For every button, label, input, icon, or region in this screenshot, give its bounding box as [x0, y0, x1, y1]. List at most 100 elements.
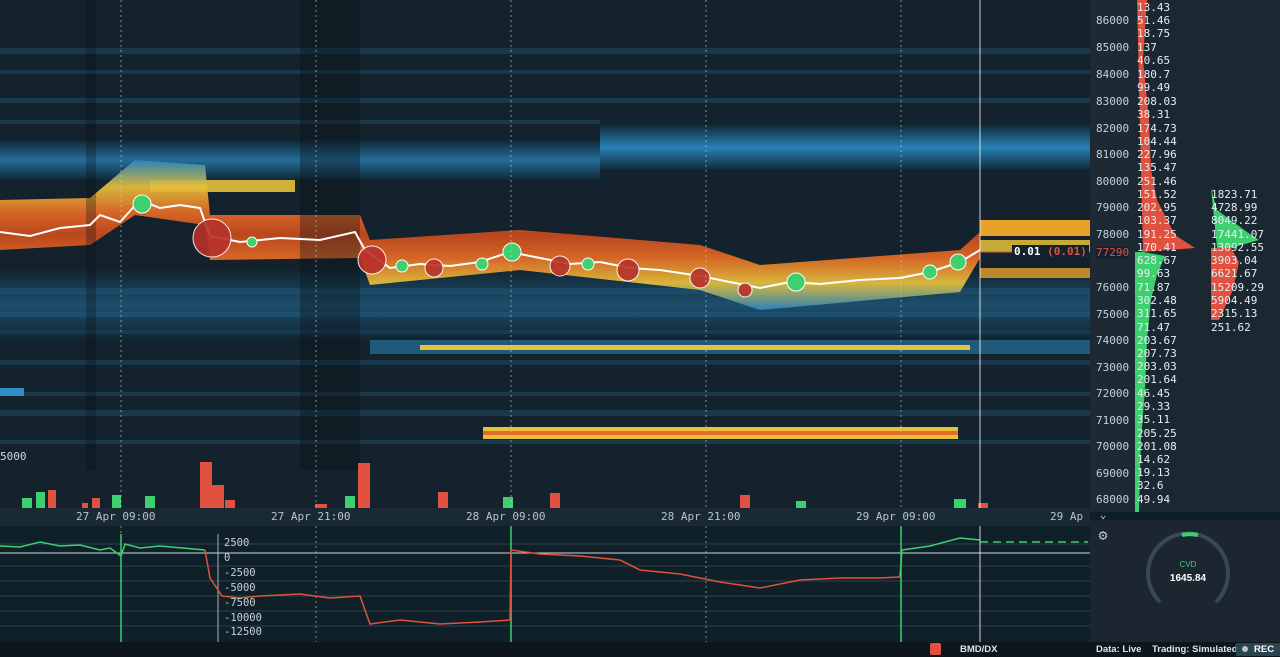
cvd-tick: -5000: [224, 582, 256, 594]
bid-volume: 203.03: [1137, 360, 1177, 373]
depth-volume: 4728.99: [1211, 201, 1258, 214]
ask-volume: 227.96: [1137, 148, 1177, 161]
time-tick: 28 Apr 21:00: [661, 510, 741, 523]
ask-volume: 174.73: [1137, 122, 1177, 135]
chevron-down-icon[interactable]: ⌄: [1099, 508, 1107, 521]
ask-volume: 251.46: [1137, 175, 1177, 188]
rec-label: REC: [1254, 644, 1275, 655]
ask-volume: 104.44: [1137, 135, 1177, 148]
price-tick: 76000: [1096, 281, 1130, 294]
cvd-tick: -7500: [224, 597, 256, 609]
cvd-chart[interactable]: [0, 526, 1090, 642]
depth-volume: 15209.29: [1211, 281, 1264, 294]
ask-volume: 151.52: [1137, 188, 1177, 201]
cvd-gauge-value: 1645.84: [1169, 573, 1207, 584]
price-tick: 72000: [1096, 387, 1130, 400]
bid-volume: 32.6: [1137, 479, 1164, 492]
bid-volume: 71.47: [1137, 321, 1171, 334]
price-marker-value: 0.01: [1014, 245, 1041, 258]
cvd-tick: 2500: [224, 537, 250, 549]
price-tick: 84000: [1096, 68, 1130, 81]
ask-volume: 208.03: [1137, 95, 1177, 108]
time-axis: [0, 508, 1090, 526]
instrument-label[interactable]: BMD/DX: [960, 644, 998, 655]
price-tick: 86000: [1096, 14, 1130, 27]
time-tick: 28 Apr 09:00: [466, 510, 546, 523]
cvd-gauge-label: CVD: [1179, 560, 1197, 569]
price-tick: 85000: [1096, 41, 1130, 54]
liquidity-heatmap[interactable]: [0, 0, 1090, 512]
bid-volume: 71.87: [1137, 281, 1171, 294]
price-tick: 74000: [1096, 334, 1130, 347]
cvd-tick: -2500: [224, 567, 256, 579]
ask-volume: 103.37: [1137, 214, 1177, 227]
price-tick: 70000: [1096, 440, 1130, 453]
price-tick: 73000: [1096, 361, 1130, 374]
alert-icon[interactable]: [930, 643, 941, 655]
ask-volume: 191.25: [1137, 228, 1177, 241]
ask-volume: 180.7: [1137, 68, 1171, 81]
depth-volume: 17441.07: [1211, 228, 1264, 241]
ask-volume: 51.46: [1137, 14, 1171, 27]
status-bar: [0, 642, 1280, 657]
bid-volume: 205.25: [1137, 427, 1177, 440]
time-tick: 29 Ap: [1050, 510, 1084, 523]
ask-volume: 38.31: [1137, 108, 1171, 121]
time-tick: 27 Apr 21:00: [271, 510, 351, 523]
price-tick: 78000: [1096, 228, 1130, 241]
bid-volume: 628.67: [1137, 254, 1177, 267]
current-price-marker: 0.01 (0.01): [1012, 245, 1089, 259]
price-marker-change: (0.01): [1047, 245, 1087, 258]
price-tick: 75000: [1096, 308, 1130, 321]
bid-volume: 35.11: [1137, 413, 1171, 426]
bid-volume: 14.62: [1137, 453, 1171, 466]
price-tick-current: 77290: [1096, 246, 1130, 259]
price-tick: 71000: [1096, 414, 1130, 427]
bid-volume: 203.67: [1137, 334, 1177, 347]
ask-volume: 202.95: [1137, 201, 1177, 214]
bid-volume: 49.94: [1137, 493, 1171, 506]
price-tick: 69000: [1096, 467, 1130, 480]
ask-volume: 99.49: [1137, 81, 1171, 94]
cvd-tick: -10000: [224, 612, 262, 624]
depth-volume: 3903.04: [1211, 254, 1258, 267]
depth-volume: 1823.71: [1211, 188, 1258, 201]
cvd-gauge-panel: [1090, 520, 1280, 642]
depth-volume: 13092.55: [1211, 241, 1264, 254]
volume-profile-bars: [1135, 0, 1259, 512]
cvd-tick: 0: [224, 552, 231, 564]
time-tick: 29 Apr 09:00: [856, 510, 936, 523]
price-tick: 68000: [1096, 493, 1130, 506]
ask-volume: 170.41: [1137, 241, 1177, 254]
price-tick: 81000: [1096, 148, 1130, 161]
ask-volume: 137: [1137, 41, 1157, 54]
cvd-gauge: [1146, 531, 1230, 604]
ask-volume: 40.65: [1137, 54, 1171, 67]
time-tick: 27 Apr 09:00: [76, 510, 156, 523]
bid-volume: 99.63: [1137, 267, 1171, 280]
ask-volume: 18.75: [1137, 27, 1171, 40]
ask-volume: 13.43: [1137, 1, 1171, 14]
bid-volume: 201.08: [1137, 440, 1177, 453]
depth-volume: 2315.13: [1211, 307, 1258, 320]
price-tick: 79000: [1096, 201, 1130, 214]
ask-volume: 135.47: [1137, 161, 1177, 174]
depth-volume: 5904.49: [1211, 294, 1258, 307]
price-tick: 83000: [1096, 95, 1130, 108]
bid-volume: 207.73: [1137, 347, 1177, 360]
depth-volume: 8049.22: [1211, 214, 1258, 227]
bid-volume: 201.64: [1137, 373, 1177, 386]
bid-volume: 19.13: [1137, 466, 1171, 479]
depth-volume: 6621.67: [1211, 267, 1258, 280]
record-icon: [1242, 646, 1248, 652]
price-tick: 80000: [1096, 175, 1130, 188]
gear-icon[interactable]: ⚙: [1098, 526, 1108, 544]
cvd-tick: -12500: [224, 626, 262, 638]
depth-volume: 251.62: [1211, 321, 1251, 334]
data-status: Data: Live: [1096, 644, 1142, 655]
rec-button[interactable]: REC: [1236, 643, 1280, 656]
bid-volume: 311.65: [1137, 307, 1177, 320]
depth-axis-label: 5000: [0, 450, 27, 463]
bid-volume: 46.45: [1137, 387, 1171, 400]
trading-mode: Trading: Simulated: [1152, 644, 1238, 655]
